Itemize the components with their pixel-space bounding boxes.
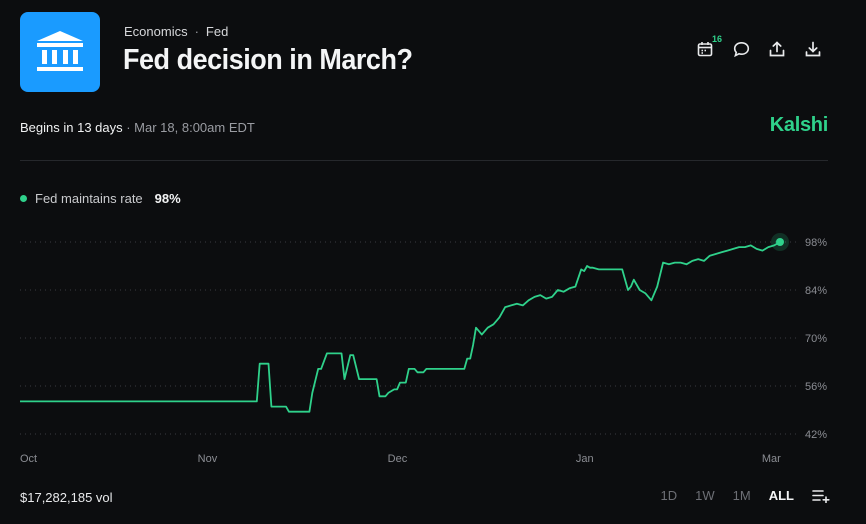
download-button[interactable] xyxy=(804,40,822,58)
legend-dot xyxy=(20,195,27,202)
y-tick-label: 84% xyxy=(805,285,827,297)
share-button[interactable] xyxy=(768,40,786,58)
breadcrumb-separator: · xyxy=(194,24,199,39)
divider xyxy=(20,160,828,161)
action-toolbar: 16 xyxy=(696,34,822,58)
page-title: Fed decision in March? xyxy=(123,44,413,76)
x-tick-label: Oct xyxy=(20,453,37,465)
chart-settings-icon[interactable] xyxy=(812,489,830,503)
range-selector: 1D 1W 1M ALL xyxy=(661,488,830,503)
breadcrumb-fed[interactable]: Fed xyxy=(205,24,229,39)
breadcrumb-economics[interactable]: Economics xyxy=(124,24,188,39)
range-1d-button[interactable]: 1D xyxy=(660,488,678,503)
event-timing: Begins in 13 days · Mar 18, 8:00am EDT xyxy=(20,120,255,135)
x-tick-label: Mar xyxy=(762,453,781,465)
range-1m-button[interactable]: 1M xyxy=(732,488,751,503)
calendar-icon xyxy=(697,42,713,57)
legend-label: Fed maintains rate xyxy=(35,191,143,206)
y-tick-label: 70% xyxy=(805,333,827,345)
download-icon xyxy=(805,41,821,57)
begins-label: Begins in 13 days xyxy=(20,120,123,135)
category-logo xyxy=(20,12,100,92)
breadcrumb: Economics · Fed xyxy=(124,24,228,39)
range-all-button[interactable]: ALL xyxy=(768,488,794,503)
x-tick-label: Nov xyxy=(198,453,218,465)
calendar-count-badge: 16 xyxy=(711,34,722,44)
x-tick-label: Jan xyxy=(576,453,594,465)
begins-detail: · Mar 18, 8:00am EDT xyxy=(122,120,255,135)
range-1w-button[interactable]: 1W xyxy=(695,488,715,503)
bank-icon xyxy=(37,31,83,71)
calendar-button[interactable]: 16 xyxy=(696,34,722,58)
kalshi-logo[interactable]: Kalshi xyxy=(769,114,829,136)
volume-label: $17,282,185 vol xyxy=(20,490,113,505)
y-tick-label: 56% xyxy=(805,381,827,393)
price-chart[interactable]: 42% 56% 70% 84% 98% Oct Nov Dec Jan Mar xyxy=(0,220,866,470)
x-tick-label: Dec xyxy=(388,453,408,465)
comment-icon xyxy=(733,41,749,57)
last-point-marker xyxy=(776,238,784,246)
series-line xyxy=(20,241,781,413)
share-icon xyxy=(769,41,785,57)
legend-value: 98% xyxy=(154,191,181,206)
chart-legend: Fed maintains rate 98% xyxy=(20,191,181,206)
y-tick-label: 42% xyxy=(805,429,827,441)
y-tick-label: 98% xyxy=(805,237,827,249)
comment-button[interactable] xyxy=(732,40,750,58)
